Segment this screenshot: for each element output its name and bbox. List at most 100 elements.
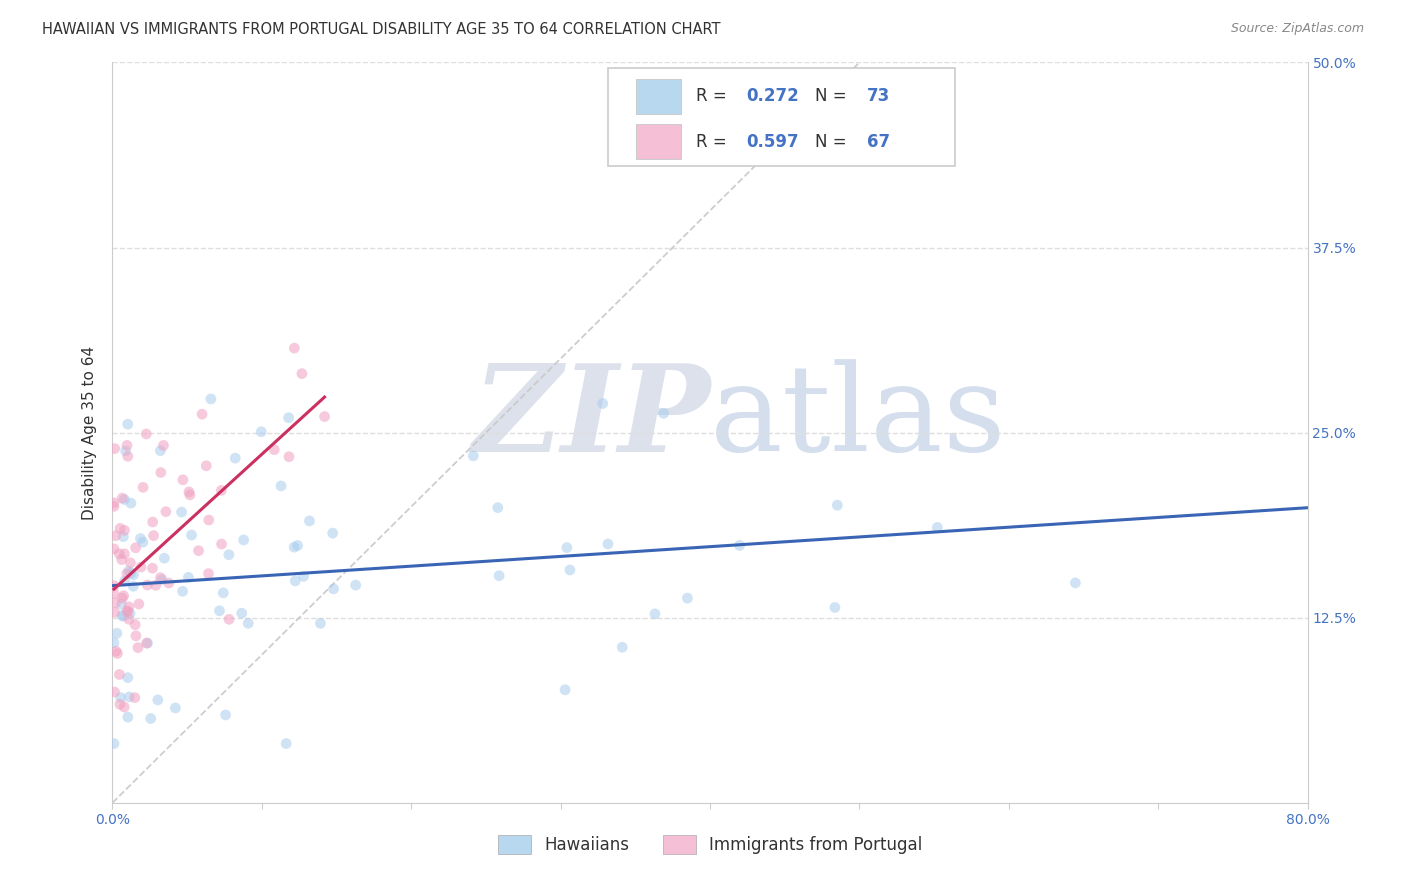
- Point: [135, 636, 157, 650]
- Point: [117, 671, 139, 685]
- Text: 0.272: 0.272: [747, 87, 799, 105]
- Point: [139, 711, 162, 725]
- Point: [115, 438, 138, 452]
- Point: [187, 543, 209, 558]
- Point: [927, 520, 949, 534]
- FancyBboxPatch shape: [636, 125, 682, 159]
- Point: [177, 484, 200, 499]
- Point: [120, 556, 142, 570]
- Point: [555, 541, 578, 555]
- Point: [165, 701, 187, 715]
- Point: [117, 604, 139, 618]
- Point: [287, 539, 309, 553]
- Point: [344, 578, 367, 592]
- Point: [141, 561, 163, 575]
- Point: [218, 612, 240, 626]
- Point: [157, 576, 180, 591]
- Point: [112, 609, 135, 624]
- Point: [283, 341, 305, 355]
- Point: [125, 629, 148, 643]
- Point: [231, 606, 253, 620]
- Point: [155, 505, 177, 519]
- Point: [103, 500, 125, 514]
- Point: [197, 566, 219, 581]
- FancyBboxPatch shape: [636, 79, 682, 113]
- Text: Source: ZipAtlas.com: Source: ZipAtlas.com: [1230, 22, 1364, 36]
- Point: [132, 535, 155, 549]
- Point: [112, 700, 135, 714]
- Text: ZIP: ZIP: [472, 359, 710, 477]
- Point: [238, 616, 260, 631]
- Point: [177, 570, 200, 584]
- Point: [486, 500, 509, 515]
- Point: [224, 451, 246, 466]
- Point: [250, 425, 273, 439]
- Point: [152, 438, 174, 452]
- Point: [124, 541, 146, 555]
- Point: [277, 410, 299, 425]
- Point: [283, 540, 305, 554]
- Point: [122, 567, 145, 582]
- Point: [110, 690, 132, 705]
- Point: [218, 548, 240, 562]
- Point: [153, 551, 176, 566]
- Point: [111, 552, 134, 566]
- Point: [118, 612, 141, 626]
- Text: 67: 67: [866, 133, 890, 151]
- Point: [232, 533, 254, 547]
- Point: [111, 591, 134, 605]
- Point: [149, 466, 172, 480]
- Point: [127, 640, 149, 655]
- Point: [827, 498, 849, 512]
- Point: [612, 640, 634, 655]
- Text: HAWAIIAN VS IMMIGRANTS FROM PORTUGAL DISABILITY AGE 35 TO 64 CORRELATION CHART: HAWAIIAN VS IMMIGRANTS FROM PORTUGAL DIS…: [42, 22, 721, 37]
- Point: [129, 532, 152, 546]
- Point: [463, 449, 485, 463]
- Point: [129, 560, 152, 574]
- Point: [120, 496, 142, 510]
- Point: [105, 647, 128, 661]
- Point: [114, 574, 136, 588]
- Point: [115, 566, 138, 581]
- Point: [118, 607, 141, 621]
- Point: [270, 479, 292, 493]
- Point: [728, 538, 751, 552]
- Point: [291, 367, 314, 381]
- Point: [135, 427, 157, 442]
- Point: [1064, 575, 1087, 590]
- Point: [105, 626, 128, 640]
- Y-axis label: Disability Age 35 to 64: Disability Age 35 to 64: [82, 345, 97, 520]
- Text: 0.597: 0.597: [747, 133, 799, 151]
- Point: [278, 450, 301, 464]
- Point: [322, 582, 344, 596]
- Point: [200, 392, 222, 406]
- Point: [136, 578, 159, 592]
- Point: [103, 737, 125, 751]
- Point: [179, 488, 201, 502]
- Point: [103, 685, 125, 699]
- Point: [276, 737, 298, 751]
- Point: [108, 667, 131, 681]
- Legend: Hawaiians, Immigrants from Portugal: Hawaiians, Immigrants from Portugal: [491, 829, 929, 861]
- Point: [117, 450, 139, 464]
- Text: N =: N =: [815, 133, 852, 151]
- Point: [149, 443, 172, 458]
- Point: [115, 605, 138, 619]
- Point: [124, 690, 146, 705]
- Point: [558, 563, 581, 577]
- Point: [117, 564, 139, 578]
- Point: [124, 617, 146, 632]
- Point: [208, 604, 231, 618]
- Point: [114, 523, 136, 537]
- Point: [110, 597, 132, 611]
- Point: [592, 396, 614, 410]
- Point: [128, 597, 150, 611]
- Point: [118, 599, 141, 614]
- Point: [284, 574, 307, 588]
- Text: 73: 73: [866, 87, 890, 105]
- Point: [298, 514, 321, 528]
- Point: [104, 605, 127, 619]
- Point: [172, 584, 194, 599]
- Point: [103, 579, 125, 593]
- Point: [120, 566, 142, 581]
